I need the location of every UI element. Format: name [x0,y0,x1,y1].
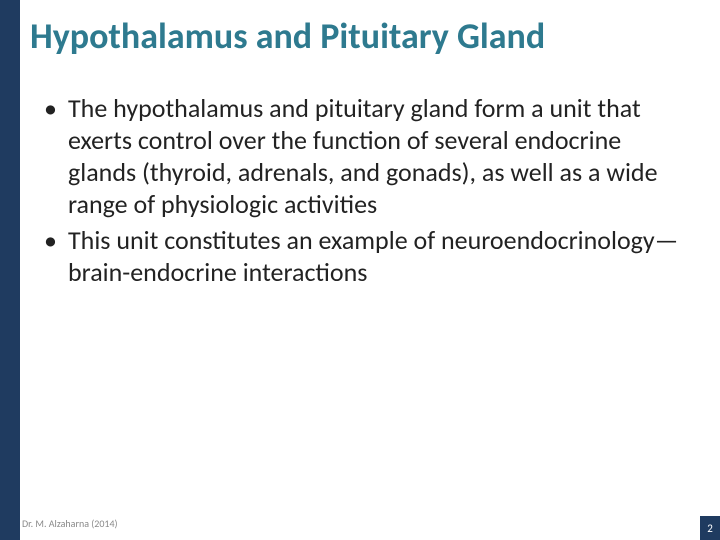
footer-author: Dr. M. Alzaharna (2014) [22,517,118,530]
bullet-item: This unit constitutes an example of neur… [40,224,690,288]
slide-title: Hypothalamus and Pituitary Gland [30,14,700,58]
bullet-item: The hypothalamus and pituitary gland for… [40,92,690,220]
slide: Hypothalamus and Pituitary Gland The hyp… [0,0,720,540]
slide-body: The hypothalamus and pituitary gland for… [40,92,690,292]
left-accent-bar [0,0,20,540]
bullet-text: This unit constitutes an example of neur… [68,224,690,288]
bullet-text: The hypothalamus and pituitary gland for… [68,92,690,220]
page-number-box: 2 [700,516,720,540]
page-number: 2 [707,522,713,535]
bullet-list: The hypothalamus and pituitary gland for… [40,92,690,288]
